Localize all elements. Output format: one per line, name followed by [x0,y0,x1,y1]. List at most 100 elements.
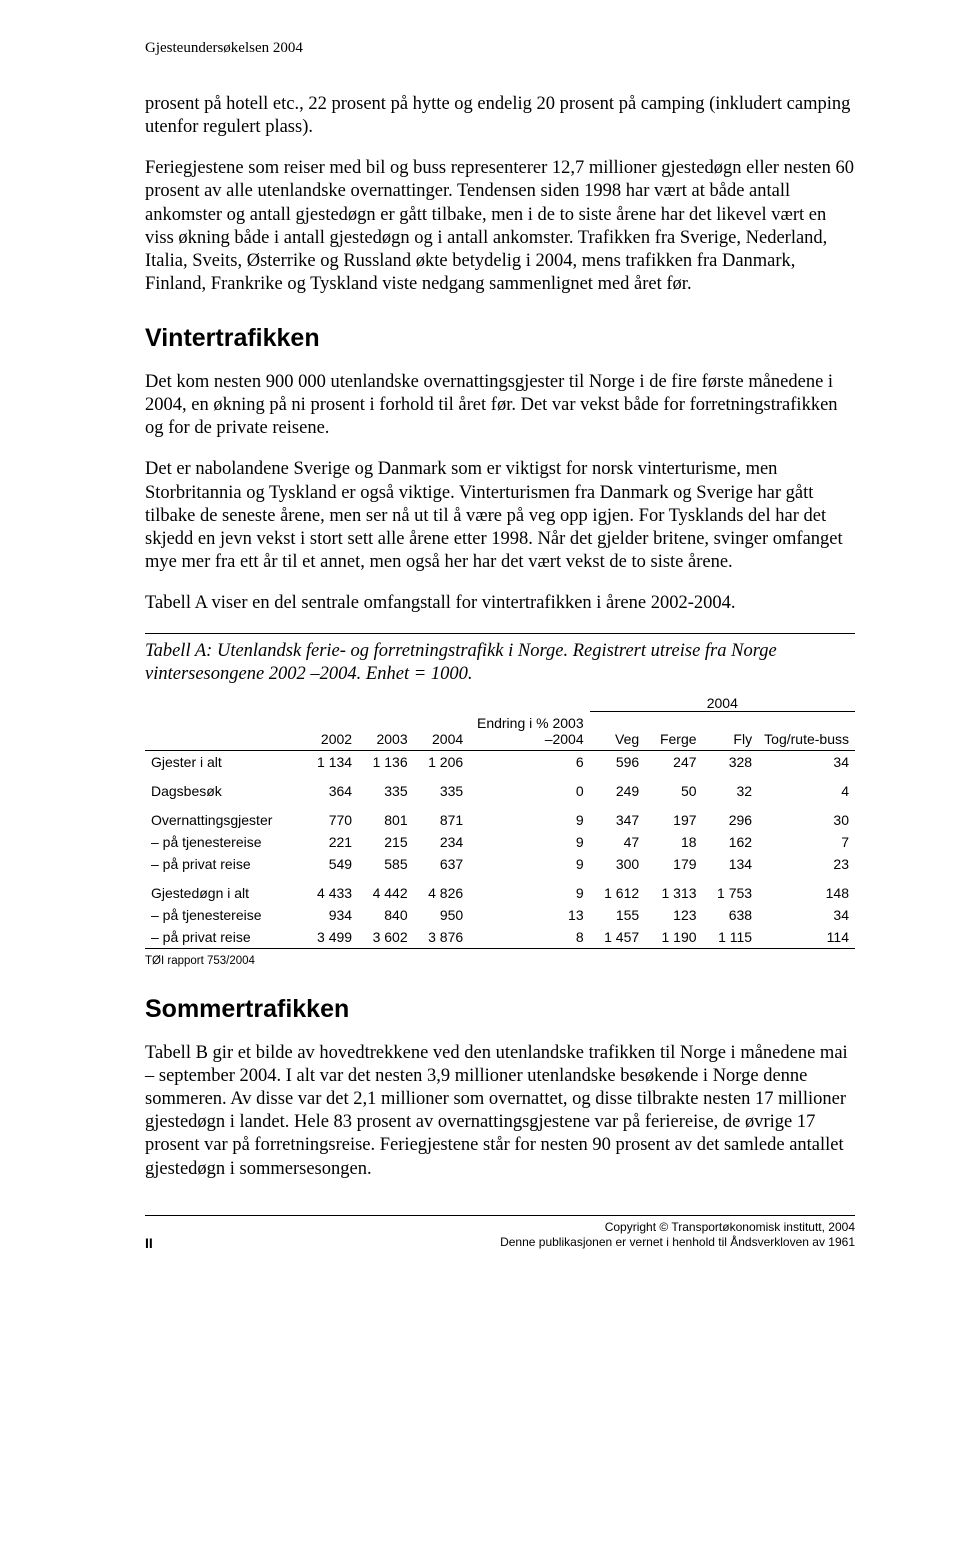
table-cell: 801 [358,802,414,831]
table-cell: 23 [758,853,855,875]
table-cell: 30 [758,802,855,831]
table-cell: 134 [703,853,759,875]
table-cell: 585 [358,853,414,875]
table-cell: 300 [590,853,646,875]
table-cell: 637 [414,853,470,875]
table-cell: 9 [469,802,589,831]
table-cell: 4 [758,773,855,802]
table-cell: 234 [414,831,470,853]
table-row: Gjestedøgn i alt 4 433 4 442 4 826 9 1 6… [145,875,855,904]
table-cell: – på tjenestereise [145,904,303,926]
table-header-cell: 2003 [358,712,414,751]
table-cell: 1 313 [645,875,702,904]
table-row: Dagsbesøk 364 335 335 0 249 50 32 4 [145,773,855,802]
table-row: Gjester i alt 1 134 1 136 1 206 6 596 24… [145,750,855,773]
table-cell: 1 457 [590,926,646,949]
table-cell: 950 [414,904,470,926]
table-cell: 114 [758,926,855,949]
section-heading: Sommertrafikken [145,995,855,1024]
table-cell: 347 [590,802,646,831]
table-cell: 50 [645,773,702,802]
table-cell: 179 [645,853,702,875]
table-cell: 155 [590,904,646,926]
table-cell: 1 753 [703,875,759,904]
table-cell: 6 [469,750,589,773]
table-cell: 32 [703,773,759,802]
table-cell: 215 [358,831,414,853]
paragraph: Feriegjestene som reiser med bil og buss… [145,157,855,296]
page-footer: II Copyright © Transportøkonomisk instit… [145,1215,855,1251]
table-super-header-cell: 2004 [590,692,855,712]
table-header-cell: Veg [590,712,646,751]
table-cell: 0 [469,773,589,802]
table-cell: – på tjenestereise [145,831,303,853]
table-cell: 247 [645,750,702,773]
paragraph: Tabell A viser en del sentrale omfangsta… [145,592,855,615]
table-cell: 1 134 [303,750,359,773]
section-heading: Vintertrafikken [145,324,855,353]
table-cell: 4 442 [358,875,414,904]
table-cell: Gjester i alt [145,750,303,773]
table-super-header: 2004 [145,692,855,712]
table-cell: Overnattingsgjester [145,802,303,831]
table-row: – på privat reise 549 585 637 9 300 179 … [145,853,855,875]
table-cell: Dagsbesøk [145,773,303,802]
table-cell: 4 433 [303,875,359,904]
footer-copyright: Copyright © Transportøkonomisk institutt… [500,1220,855,1236]
data-table: 2004 2002 2003 2004 Endring i % 2003 –20… [145,692,855,949]
table-header-cell: 2004 [414,712,470,751]
table-cell: 934 [303,904,359,926]
table-cell: 197 [645,802,702,831]
table-header-cell: 2002 [303,712,359,751]
table-cell: 1 612 [590,875,646,904]
table-cell: 871 [414,802,470,831]
table-cell: 47 [590,831,646,853]
footer-copyright: Denne publikasjonen er vernet i henhold … [500,1235,855,1251]
table-cell: 596 [590,750,646,773]
table-cell: 1 190 [645,926,702,949]
table-cell: – på privat reise [145,853,303,875]
table-cell: 148 [758,875,855,904]
table-cell: – på privat reise [145,926,303,949]
paragraph: Det er nabolandene Sverige og Danmark so… [145,458,855,574]
table-source: TØI rapport 753/2004 [145,955,855,967]
table-row: – på tjenestereise 934 840 950 13 155 12… [145,904,855,926]
table-cell: 34 [758,750,855,773]
table-cell: 1 136 [358,750,414,773]
table-row: – på tjenestereise 221 215 234 9 47 18 1… [145,831,855,853]
table-cell: 328 [703,750,759,773]
table-row: Overnattingsgjester 770 801 871 9 347 19… [145,802,855,831]
table-cell: 9 [469,831,589,853]
table-cell: 249 [590,773,646,802]
table-header-cell [145,712,303,751]
table-cell: 296 [703,802,759,831]
table-cell: 4 826 [414,875,470,904]
table-cell: 3 499 [303,926,359,949]
table-cell: 9 [469,853,589,875]
table-header-cell: Tog/rute-buss [758,712,855,751]
table-cell: 770 [303,802,359,831]
table-cell: 13 [469,904,589,926]
table-header-cell: Ferge [645,712,702,751]
table-cell: Gjestedøgn i alt [145,875,303,904]
table-cell: 1 206 [414,750,470,773]
table-header-cell: Endring i % 2003 –2004 [469,712,589,751]
page-number: II [145,1235,153,1251]
table-cell: 840 [358,904,414,926]
paragraph: Tabell B gir et bilde av hovedtrekkene v… [145,1042,855,1181]
table-cell: 34 [758,904,855,926]
table-cell: 638 [703,904,759,926]
table-cell: 162 [703,831,759,853]
table-cell: 335 [414,773,470,802]
table-header-row: 2002 2003 2004 Endring i % 2003 –2004 Ve… [145,712,855,751]
table-cell: 549 [303,853,359,875]
table-cell: 335 [358,773,414,802]
table-cell: 8 [469,926,589,949]
table-cell: 1 115 [703,926,759,949]
table-cell: 18 [645,831,702,853]
table-cell: 7 [758,831,855,853]
paragraph: prosent på hotell etc., 22 prosent på hy… [145,93,855,139]
table-cell: 123 [645,904,702,926]
table-cell: 221 [303,831,359,853]
table-caption: Tabell A: Utenlandsk ferie- og forretnin… [145,633,855,686]
